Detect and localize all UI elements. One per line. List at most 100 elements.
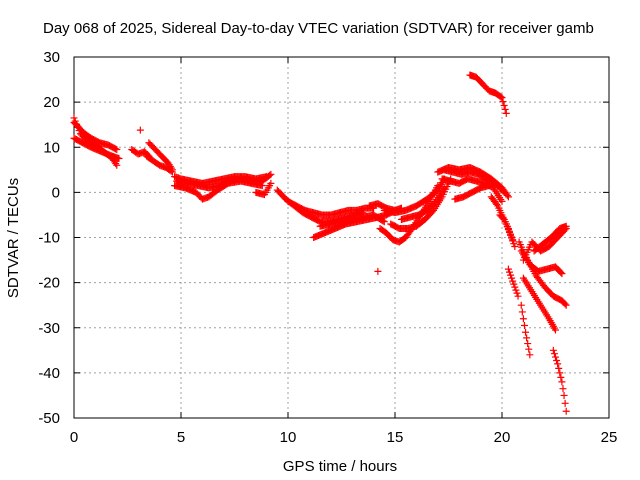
y-tick-label: 0 [52,184,60,201]
data-point [561,399,569,407]
x-tick-label: 15 [387,429,404,446]
data-point [503,191,511,199]
data-point [561,300,569,308]
data-point [497,93,505,101]
y-tick-label: 30 [43,49,60,66]
series-pass-33 [530,222,570,255]
data-point [525,345,533,353]
data-point [552,353,559,361]
series-pass-17 [374,267,382,275]
y-tick-label: 10 [43,139,60,156]
series-pass-25 [451,182,493,203]
data-point [523,334,531,342]
series-pass-11 [252,179,275,199]
series-pass-21 [397,184,448,223]
data-point [501,105,509,113]
series-pass-34 [519,274,559,334]
data-point [113,146,121,154]
data-point [502,109,510,117]
series-pass-05 [136,126,144,134]
data-point [550,350,558,358]
data-point [518,308,526,316]
y-tick-label: -10 [38,230,60,247]
series-pass-28 [496,211,517,244]
series-pass-03 [70,134,123,163]
data-point [562,222,570,230]
data-point [557,268,565,276]
x-tick-label: 0 [70,429,78,446]
series-pass-07 [143,152,176,176]
data-point [558,378,566,386]
data-point [112,160,120,168]
series-pass-36 [549,346,570,415]
data-point [562,301,570,309]
axis-ticks: 0 5 10 15 20 25 -50 -40 -30 -20 -10 0 10 20 30 [38,49,617,446]
data-point [522,328,530,336]
data-point [374,267,382,275]
series-pass-10 [173,170,275,192]
data-point [266,171,274,179]
data-point [560,391,568,399]
data-point [505,268,513,276]
grid-lines [74,57,609,418]
data-point [526,351,534,359]
x-tick-label: 20 [494,429,511,446]
data-point [440,184,448,192]
x-axis-label: GPS time / hours [283,458,397,475]
series-pass-23 [438,175,506,205]
series-pass-02 [70,118,121,154]
y-tick-label: -40 [38,365,60,382]
data-point [499,187,507,195]
data-point [557,373,565,381]
data-point [380,218,388,226]
data-point [167,167,175,175]
data-point [508,274,516,282]
data-point [558,270,566,278]
data-point [510,280,518,288]
data-point [168,168,176,176]
data-point [498,197,506,205]
data-point [549,346,557,354]
data-point [552,326,559,334]
series-pass-31 [517,247,566,278]
data-point [511,283,519,291]
chart-title: Day 068 of 2025, Sidereal Day-to-day VTE… [43,20,594,37]
data-point [498,94,506,102]
y-axis-label: SDTVAR / TECUs [5,178,22,298]
data-point [524,340,532,348]
data-point [112,145,120,153]
data-point [553,356,561,364]
data-point [500,102,508,110]
y-tick-label: -50 [38,410,60,427]
data-point [136,126,144,134]
data-point [519,315,527,323]
data-point [513,289,521,297]
data-point [507,271,515,279]
data-point [485,182,493,190]
y-tick-label: -20 [38,275,60,292]
series-pass-15 [316,211,388,230]
data-point [517,301,525,309]
series-pass-13 [284,197,378,219]
data-point [512,286,520,294]
data-point [554,360,562,368]
series-pass-24 [440,166,508,196]
data-point [504,265,512,273]
data-point [493,200,501,208]
data-point [379,217,387,225]
data-point [520,321,528,329]
data-point [267,170,275,178]
data-point [499,98,507,106]
data-point [113,161,121,169]
data-point [556,369,564,377]
data-point [562,407,570,415]
data-point [115,155,123,163]
series-pass-29 [504,265,522,300]
data-point [267,179,275,187]
series-pass-27 [466,71,510,117]
y-tick-label: -30 [38,320,60,337]
data-point [514,292,522,300]
series-pass-19 [380,175,448,217]
data-point [504,193,512,201]
